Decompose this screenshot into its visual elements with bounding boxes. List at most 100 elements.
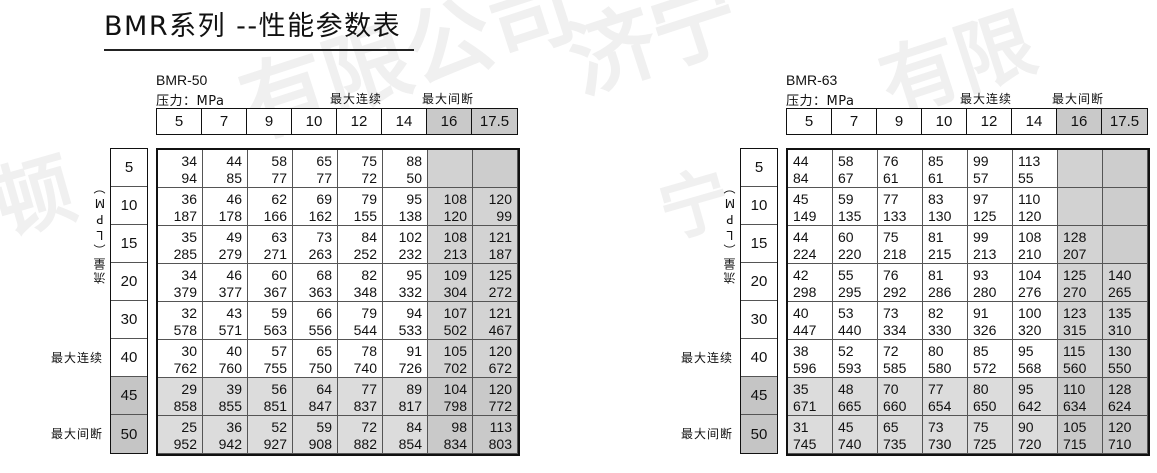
table-cell: 99 57 <box>968 150 1013 188</box>
cell-speed-value: 334 <box>883 321 907 338</box>
flow-label-cell: 45 <box>111 377 147 415</box>
cell-speed-value: 271 <box>263 245 287 262</box>
table-cell: 72 585 <box>878 340 923 378</box>
flow-value: 45 <box>120 387 138 404</box>
cell-torque-value: 75 <box>973 418 989 435</box>
table-cell: 108 120 <box>428 188 473 226</box>
cell-speed-value: 817 <box>398 397 422 414</box>
cell-speed-value: 772 <box>488 397 512 414</box>
cell-speed-value: 750 <box>308 359 332 376</box>
table-cell: 35 671 <box>788 378 833 416</box>
cell-speed-value: 55 <box>1018 169 1034 186</box>
cell-torque-value: 102 <box>398 228 422 245</box>
pressure-header-row: 5 7 9 10 12 14 16 17.5 <box>786 108 1148 135</box>
cell-torque-value: 95 <box>1018 342 1034 359</box>
pressure-header-cell: 14 <box>382 109 427 134</box>
cell-speed-value: 295 <box>838 283 862 300</box>
cell-torque-value: 93 <box>973 266 989 283</box>
table-cell: 29 858 <box>158 378 203 416</box>
cell-torque-value: 91 <box>973 304 989 321</box>
pressure-header-cell: 9 <box>247 109 292 134</box>
cell-speed-value: 665 <box>838 397 862 414</box>
table-cell: 79 155 <box>338 188 383 226</box>
table-cell: 63 271 <box>248 226 293 264</box>
table-cell: 82 330 <box>923 302 968 340</box>
cell-speed-value: 332 <box>398 283 422 300</box>
cell-speed-value: 348 <box>353 283 377 300</box>
table-cell: 113 803 <box>473 416 518 454</box>
cell-torque-value: 31 <box>793 418 809 435</box>
table-cell: 100 320 <box>1013 302 1058 340</box>
table-cell: 77 133 <box>878 188 923 226</box>
table-cell: 53 440 <box>833 302 878 340</box>
table-cell: 44 85 <box>203 150 248 188</box>
table-cell: 57 755 <box>248 340 293 378</box>
table-cell: 62 166 <box>248 188 293 226</box>
table-cell: 128 624 <box>1103 378 1148 416</box>
cell-torque-value: 55 <box>838 266 854 283</box>
pressure-header-cell: 7 <box>202 109 247 134</box>
data-grid-bmr-50: 34 94 44 85 58 77 65 77 75 72 88 50 36 187 46 178 62 166 6… <box>156 148 520 456</box>
cell-torque-value: 65 <box>883 418 899 435</box>
table-cell: 135 310 <box>1103 302 1148 340</box>
cell-speed-value: 634 <box>1063 397 1087 414</box>
cell-torque-value: 85 <box>928 152 944 169</box>
cell-torque-value: 58 <box>271 152 287 169</box>
table-cell: 77 837 <box>338 378 383 416</box>
cell-torque-value: 72 <box>361 418 377 435</box>
table-cell: 123 315 <box>1058 302 1103 340</box>
cell-speed-value: 213 <box>443 245 467 262</box>
cell-speed-value: 571 <box>218 321 242 338</box>
cell-torque-value: 46 <box>226 190 242 207</box>
cell-torque-value: 89 <box>406 380 422 397</box>
table-cell: 98 834 <box>428 416 473 454</box>
pressure-header-cell: 16 <box>1057 109 1102 134</box>
table-cell: 59 563 <box>248 302 293 340</box>
cell-speed-value: 120 <box>1018 207 1042 224</box>
table-cell: 76 61 <box>878 150 923 188</box>
table-cell: 77 654 <box>923 378 968 416</box>
cell-torque-value: 60 <box>271 266 287 283</box>
table-cell: 73 263 <box>293 226 338 264</box>
table-cell: 88 50 <box>383 150 428 188</box>
cell-speed-value: 671 <box>793 397 817 414</box>
cell-torque-value: 99 <box>973 228 989 245</box>
cell-speed-value: 725 <box>973 435 997 452</box>
flow-value: 30 <box>750 311 768 328</box>
cell-torque-value: 85 <box>973 342 989 359</box>
table-cell: 107 502 <box>428 302 473 340</box>
table-cell: 115 560 <box>1058 340 1103 378</box>
title-underline <box>104 49 414 51</box>
table-cell: 75 218 <box>878 226 923 264</box>
cell-torque-value: 40 <box>793 304 809 321</box>
cell-speed-value: 803 <box>488 435 512 452</box>
cell-torque-value: 44 <box>793 228 809 245</box>
cell-speed-value: 858 <box>173 397 197 414</box>
flow-label-cell: 15 <box>111 225 147 263</box>
cell-torque-value: 29 <box>181 380 197 397</box>
cell-speed-value: 660 <box>883 397 907 414</box>
cell-torque-value: 38 <box>793 342 809 359</box>
table-cell: 76 292 <box>878 264 923 302</box>
table-cell: 91 726 <box>383 340 428 378</box>
table-cell: 60 220 <box>833 226 878 264</box>
flow-label-cell: 10 <box>111 187 147 225</box>
cell-speed-value: 642 <box>1018 397 1042 414</box>
table-cell: 110 120 <box>1013 188 1058 226</box>
table-cell: 48 665 <box>833 378 878 416</box>
table-cell: 35 285 <box>158 226 203 264</box>
table-cell: 73 730 <box>923 416 968 454</box>
cell-speed-value: 715 <box>1063 435 1087 452</box>
cell-torque-value: 108 <box>443 190 467 207</box>
table-cell: 80 650 <box>968 378 1013 416</box>
cell-speed-value: 672 <box>488 359 512 376</box>
pressure-header-cell: 12 <box>967 109 1012 134</box>
cell-torque-value: 81 <box>928 266 944 283</box>
cell-speed-value: 270 <box>1063 283 1087 300</box>
cell-speed-value: 187 <box>173 207 197 224</box>
cell-torque-value: 77 <box>361 380 377 397</box>
table-cell: 120 99 <box>473 188 518 226</box>
cell-torque-value: 109 <box>443 266 467 283</box>
cell-speed-value: 292 <box>883 283 907 300</box>
cell-speed-value: 72 <box>361 169 377 186</box>
